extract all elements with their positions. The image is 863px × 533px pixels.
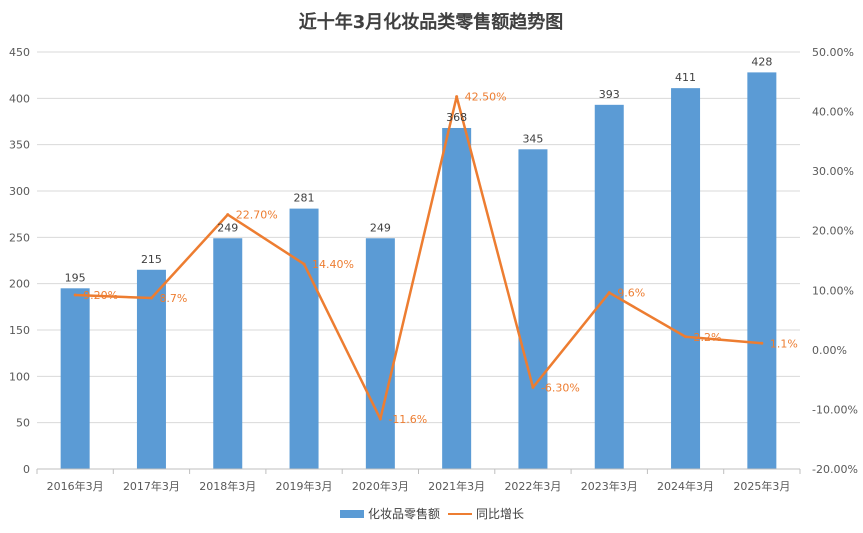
growth-value-label: 42.50% (465, 91, 507, 104)
y-left-tick-label: 50 (16, 417, 30, 430)
y-left-tick-label: 400 (9, 92, 30, 105)
line-series (73, 95, 764, 421)
bar (365, 238, 395, 469)
bar-value-label: 249 (217, 221, 238, 234)
y-right-tick-label: 10.00% (812, 284, 854, 297)
growth-line (75, 95, 762, 421)
x-tick-label: 2021年3月 (428, 479, 485, 493)
bar (671, 88, 701, 469)
legend-label-line: 同比增长 (476, 507, 524, 521)
growth-point (531, 385, 535, 389)
y-right-tick-label: 50.00% (812, 46, 854, 59)
growth-value-label: 2.2% (694, 331, 722, 344)
growth-point (302, 262, 306, 266)
y-right-tick-label: 40.00% (812, 106, 854, 119)
bar-value-label: 281 (294, 192, 315, 205)
y-left-tick-label: 250 (9, 231, 30, 244)
growth-point (73, 293, 77, 297)
growth-value-label: 14.40% (312, 258, 354, 271)
growth-value-label: 8.7% (159, 292, 187, 305)
growth-point (607, 291, 611, 295)
x-tick-label: 2024年3月 (657, 479, 714, 493)
x-tick-label: 2025年3月 (733, 479, 790, 493)
bar (518, 149, 548, 470)
y-left-tick-label: 100 (9, 370, 30, 383)
growth-point (760, 341, 764, 345)
bar (136, 269, 166, 469)
bar (289, 208, 319, 469)
y-right-tick-label: 0.00% (812, 344, 847, 357)
legend-swatch-bar (340, 510, 364, 518)
legend-label-bar: 化妆品零售额 (368, 506, 440, 521)
growth-value-label: -11.6% (388, 413, 427, 426)
x-tick-label: 2022年3月 (504, 479, 561, 493)
growth-point (455, 95, 459, 99)
bar (442, 127, 472, 469)
y-left-tick-label: 0 (23, 463, 30, 476)
x-tick-label: 2018年3月 (199, 479, 256, 493)
bar (747, 72, 777, 470)
x-tick-label: 2023年3月 (581, 479, 638, 493)
bar-value-label: 393 (599, 88, 620, 101)
y-right-tick-label: -10.00% (812, 403, 858, 416)
bar (60, 288, 90, 469)
chart-title: 近十年3月化妆品类零售额趋势图 (299, 11, 564, 33)
growth-point (226, 213, 230, 217)
growth-point (149, 296, 153, 300)
bar (594, 104, 624, 469)
y-right-tick-label: 20.00% (812, 225, 854, 238)
data-labels: 195 215 249 281 249 368 345 393 411 428 9.20% 8.7% 2… (65, 55, 798, 426)
bar-value-label: 428 (751, 55, 772, 68)
axes: 0 50 100 150 200 250 300 350 400 450 -20.00% -10.00… (9, 46, 858, 493)
bar-value-label: 215 (141, 253, 162, 266)
growth-value-label: -6.30% (541, 381, 580, 394)
y-left-tick-label: 450 (9, 46, 30, 59)
bar-value-label: 195 (65, 271, 86, 284)
legend: 化妆品零售额 同比增长 (340, 506, 524, 521)
bar (213, 238, 243, 469)
bar-value-label: 249 (370, 221, 391, 234)
y-right-tick-label: 30.00% (812, 165, 854, 178)
x-tick-label: 2019年3月 (276, 479, 333, 493)
x-tick-label: 2016年3月 (47, 479, 104, 493)
growth-value-label: 9.20% (83, 289, 118, 302)
growth-point (378, 417, 382, 421)
y-left-tick-label: 350 (9, 139, 30, 152)
x-tick-label: 2017年3月 (123, 479, 180, 493)
y-left-tick-label: 300 (9, 185, 30, 198)
x-tick-label: 2020年3月 (352, 479, 409, 493)
growth-point (684, 335, 688, 339)
bar-value-label: 411 (675, 71, 696, 84)
y-left-tick-label: 200 (9, 278, 30, 291)
growth-value-label: 22.70% (236, 209, 278, 222)
y-left-tick-label: 150 (9, 324, 30, 337)
growth-value-label: 9.6% (617, 287, 645, 300)
bar-series (60, 72, 777, 470)
y-right-tick-label: -20.00% (812, 463, 858, 476)
bar-value-label: 345 (522, 132, 543, 145)
bar-value-label: 368 (446, 111, 467, 124)
growth-value-label: 1.1% (770, 337, 798, 350)
